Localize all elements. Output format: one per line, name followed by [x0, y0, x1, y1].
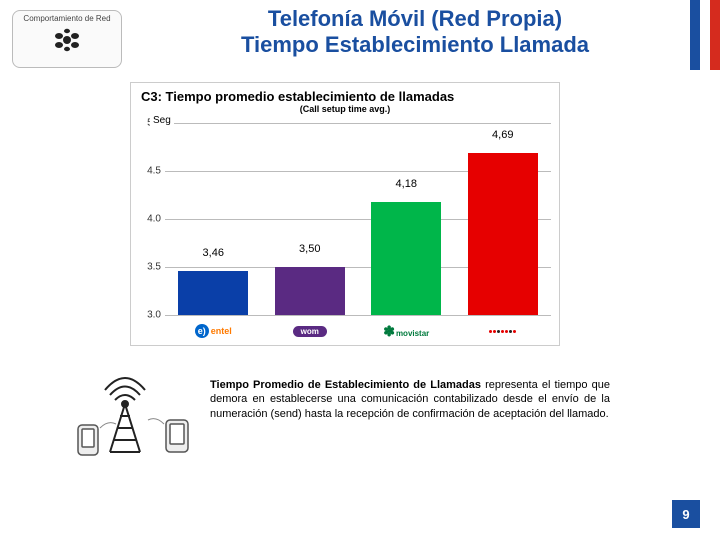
gridline — [165, 315, 551, 316]
title-line-2: Tiempo Establecimiento Llamada — [170, 32, 660, 58]
page-number: 9 — [672, 500, 700, 528]
bar-entel — [178, 271, 248, 315]
title-line-1: Telefonía Móvil (Red Propia) — [170, 6, 660, 32]
description-lead: Tiempo Promedio de Establecimiento de Ll… — [210, 379, 481, 391]
bar-value-label: 3,50 — [275, 243, 345, 255]
y-tick-label: 3.0 — [137, 310, 161, 321]
antenna-icon — [70, 370, 190, 465]
operator-logo-claro — [468, 321, 538, 341]
flag-white — [700, 0, 710, 70]
bar-value-label: 4,69 — [468, 129, 538, 141]
bar-wom — [275, 267, 345, 315]
flag-blue — [690, 0, 700, 70]
flag-red — [710, 0, 720, 70]
y-tick-label: 3.5 — [137, 262, 161, 273]
description-text: Tiempo Promedio de Establecimiento de Ll… — [210, 378, 610, 421]
badge-label: Comportamiento de Red — [19, 15, 115, 24]
operator-logo-movistar: ✽movistar — [371, 321, 441, 341]
operator-logo-entel: e)entel — [178, 321, 248, 341]
category-badge: Comportamiento de Red — [12, 10, 122, 68]
chart-title: C3: Tiempo promedio establecimiento de l… — [131, 83, 559, 104]
slide-title: Telefonía Móvil (Red Propia) Tiempo Esta… — [170, 6, 660, 58]
network-globe-icon — [19, 26, 115, 59]
chart-plot-area: 5.04.54.03.53.03,463,504,184,69 — [165, 123, 551, 315]
flag-stripe — [690, 0, 720, 70]
operator-logo-wom: wom — [275, 321, 345, 341]
bar-movistar — [371, 202, 441, 315]
y-tick-label: 4.0 — [137, 214, 161, 225]
bar-value-label: 4,18 — [371, 178, 441, 190]
bar-value-label: 3,46 — [178, 247, 248, 259]
y-axis-unit-label: Seg — [150, 114, 174, 127]
chart-subtitle: (Call setup time avg.) — [131, 104, 559, 114]
bar-chart: C3: Tiempo promedio establecimiento de l… — [130, 82, 560, 346]
bar-claro — [468, 153, 538, 315]
gridline — [165, 123, 551, 124]
y-tick-label: 4.5 — [137, 166, 161, 177]
